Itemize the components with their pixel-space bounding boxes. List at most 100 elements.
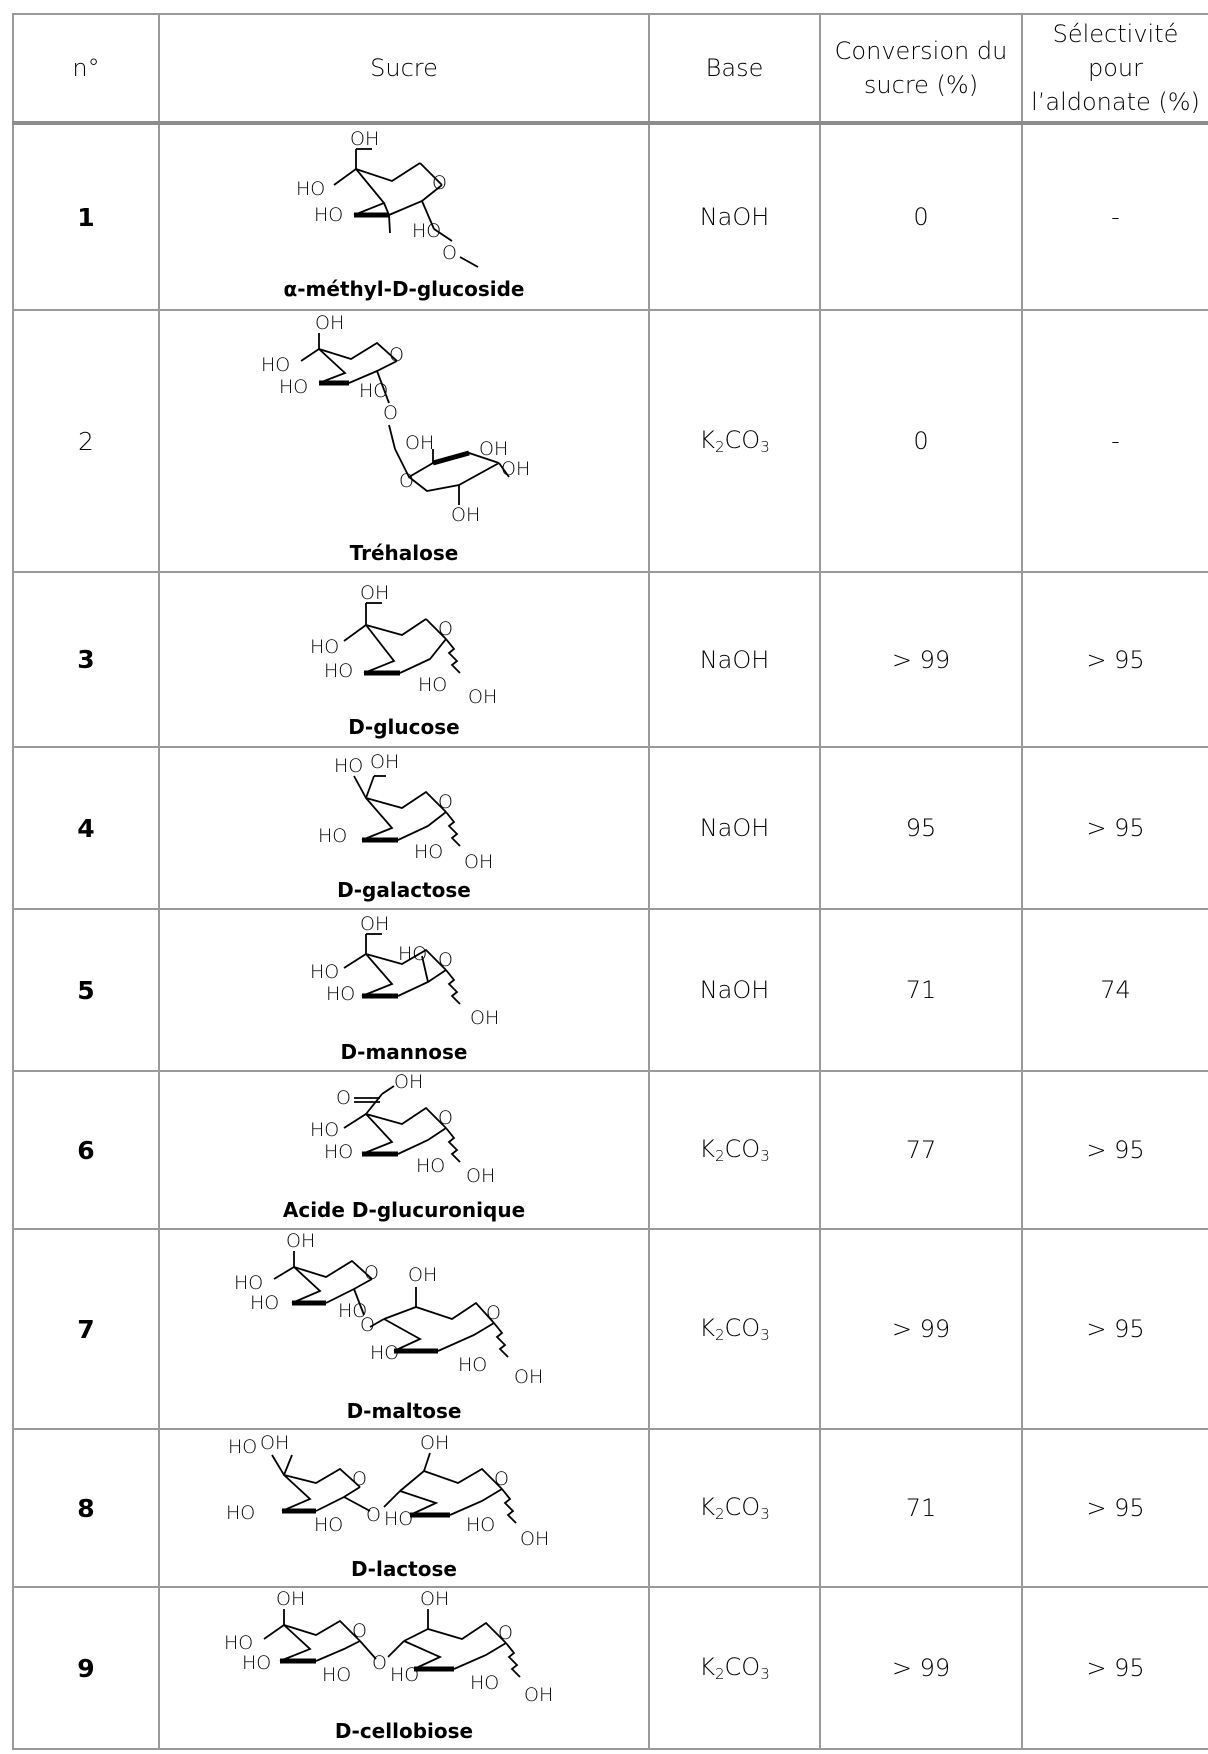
base-cell: NaOH — [648, 122, 821, 311]
conversion-cell: 77 — [819, 1070, 1023, 1230]
svg-text:OH: OH — [370, 751, 399, 773]
base-cell: NaOH — [648, 571, 821, 748]
svg-text:O: O — [438, 618, 453, 640]
selectivity-cell: > 95 — [1021, 1428, 1208, 1588]
svg-text:HO: HO — [279, 376, 308, 398]
svg-text:OH: OH — [360, 582, 389, 604]
svg-text:HO: HO — [226, 1502, 255, 1524]
svg-text:O: O — [364, 1262, 379, 1284]
row-number: 8 — [12, 1428, 160, 1588]
svg-text:OH: OH — [420, 1432, 449, 1454]
svg-text:OH: OH — [394, 1074, 423, 1093]
structure-maltose: OH O HO HO HO O OH O HO HO — [234, 1231, 543, 1388]
sugar-name: D-galactose — [337, 878, 471, 902]
svg-text:O: O — [498, 1622, 513, 1644]
conversion-cell: 71 — [819, 908, 1023, 1072]
svg-text:O: O — [383, 402, 398, 424]
svg-text:O: O — [438, 949, 453, 971]
selectivity-cell: > 95 — [1021, 571, 1208, 748]
header-base: Base — [648, 13, 821, 125]
svg-text:O: O — [486, 1302, 501, 1324]
structure-galactose: HO OH O HO HO OH — [318, 751, 493, 873]
sugar-name: D-cellobiose — [334, 1719, 474, 1743]
header-selectivity: Sélectivité pour l’aldonate (%) — [1021, 13, 1208, 125]
svg-text:OH: OH — [466, 1165, 495, 1187]
base-cell: NaOH — [648, 908, 821, 1072]
structure-mannose: OH HO O HO HO OH — [310, 913, 499, 1029]
base-cell: K2CO3 — [648, 309, 821, 573]
sugar-cell: HO OH O HO HO OH D-galactose — [158, 746, 650, 910]
svg-text:HO: HO — [310, 961, 339, 983]
table-row: 1 OH O HO HO HO O — [12, 122, 1208, 311]
svg-text:OH: OH — [451, 504, 480, 526]
header-conversion: Conversion du sucre (%) — [819, 13, 1023, 125]
svg-text:HO: HO — [242, 1652, 271, 1674]
svg-text:O: O — [366, 1504, 381, 1526]
selectivity-cell: > 95 — [1021, 1070, 1208, 1230]
svg-text:HO: HO — [414, 841, 443, 863]
svg-text:HO: HO — [261, 354, 290, 376]
svg-text:HO: HO — [310, 1119, 339, 1141]
sugar-name: α-méthyl-D-glucoside — [283, 277, 525, 301]
selectivity-cell: 74 — [1021, 908, 1208, 1072]
svg-text:OH: OH — [276, 1589, 305, 1610]
sugar-cell: OH O HO HO HO O OH OH OH O — [158, 309, 650, 573]
svg-text:HO: HO — [318, 825, 347, 847]
svg-text:O: O — [372, 1652, 387, 1674]
svg-text:HO: HO — [384, 1508, 413, 1530]
table-row: 9 OH O HO HO HO O — [12, 1586, 1208, 1750]
selectivity-cell: > 95 — [1021, 1586, 1208, 1750]
svg-text:HO: HO — [470, 1672, 499, 1694]
selectivity-cell: > 95 — [1021, 746, 1208, 910]
svg-text:HO: HO — [296, 178, 325, 200]
svg-text:HO: HO — [250, 1292, 279, 1314]
sugar-cell: OH O HO HO HO O α-méthyl-D-glucoside — [158, 122, 650, 311]
structure-trehalose: OH O HO HO HO O OH OH OH O — [261, 313, 530, 526]
sugar-name: Tréhalose — [349, 541, 459, 565]
svg-text:HO: HO — [412, 220, 441, 242]
svg-text:O: O — [352, 1468, 367, 1490]
svg-text:O: O — [389, 344, 404, 366]
conversion-cell: 0 — [819, 309, 1023, 573]
svg-text:O: O — [360, 1314, 375, 1336]
conversion-cell: > 99 — [819, 1228, 1023, 1430]
results-table-frame: n° Sucre Base Conversion du sucre (%) Sél… — [12, 13, 1208, 1754]
header-sugar: Sucre — [158, 13, 650, 125]
header-row: n° Sucre Base Conversion du sucre (%) Sél… — [12, 13, 1208, 125]
svg-text:HO: HO — [310, 636, 339, 658]
svg-text:HO: HO — [234, 1272, 263, 1294]
svg-text:O: O — [494, 1468, 509, 1490]
sugar-cell: OH O HO HO HO O OH O HO HO — [158, 1228, 650, 1430]
table-row: 5 OH HO O HO HO OH D-mannose — [12, 908, 1208, 1072]
svg-text:OH: OH — [286, 1231, 315, 1252]
svg-text:OH: OH — [315, 313, 344, 334]
svg-text:HO: HO — [466, 1514, 495, 1536]
svg-text:HO: HO — [390, 1664, 419, 1686]
row-number: 5 — [12, 908, 160, 1072]
sugar-cell: O OH O HO HO HO OH Acide D-glucuronique — [158, 1070, 650, 1230]
table-row: 8 HO OH O HO HO O — [12, 1428, 1208, 1588]
header-num: n° — [12, 13, 160, 125]
structure-lactose: HO OH O HO HO O OH O HO HO — [226, 1432, 549, 1550]
svg-text:OH: OH — [360, 913, 389, 935]
row-number: 6 — [12, 1070, 160, 1230]
sugar-cell: OH HO O HO HO OH D-mannose — [158, 908, 650, 1072]
svg-text:HO: HO — [398, 943, 427, 965]
base-cell: K2CO3 — [648, 1070, 821, 1230]
conversion-cell: 71 — [819, 1428, 1023, 1588]
svg-text:OH: OH — [514, 1366, 543, 1388]
svg-text:HO: HO — [458, 1354, 487, 1376]
svg-text:OH: OH — [260, 1432, 289, 1454]
sugar-name: D-lactose — [351, 1557, 457, 1581]
conversion-cell: 95 — [819, 746, 1023, 910]
svg-text:HO: HO — [338, 1300, 367, 1322]
row-number: 2 — [12, 309, 160, 573]
selectivity-cell: - — [1021, 309, 1208, 573]
table-row: 7 OH O HO HO HO O — [12, 1228, 1208, 1430]
sugar-name: D-glucose — [348, 714, 460, 739]
table-row: 4 HO OH O HO HO OH D-galactose — [12, 746, 1208, 910]
base-cell: K2CO3 — [648, 1586, 821, 1750]
conversion-cell: 0 — [819, 122, 1023, 311]
sugar-name: D-maltose — [346, 1399, 462, 1423]
svg-text:HO: HO — [324, 1141, 353, 1163]
